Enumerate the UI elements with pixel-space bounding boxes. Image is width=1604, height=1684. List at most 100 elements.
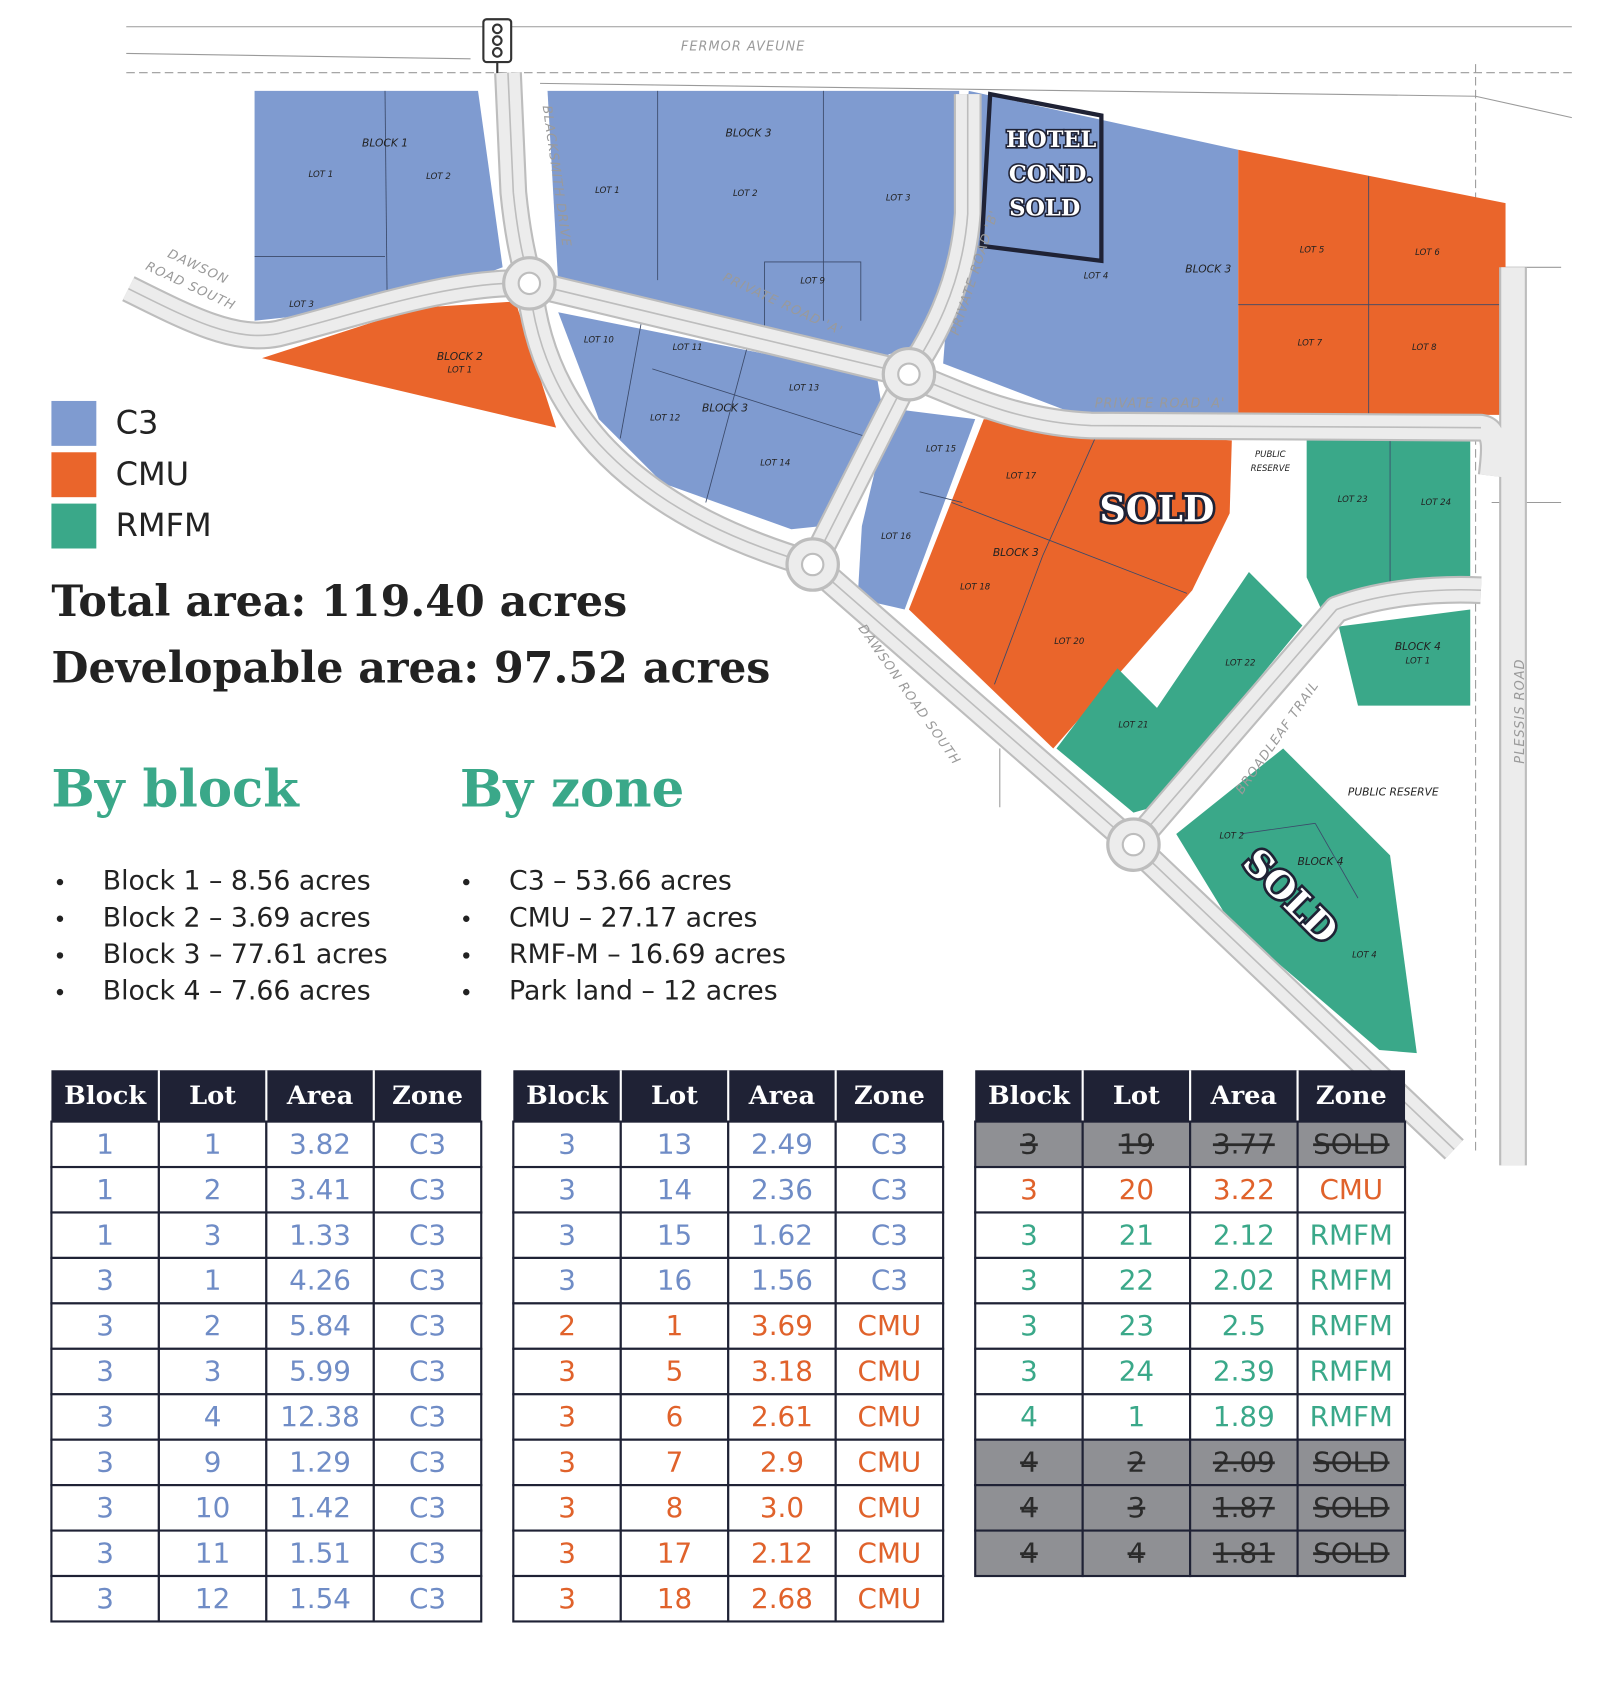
table-cell-text: 13 bbox=[657, 1127, 692, 1160]
block-2 bbox=[262, 301, 557, 428]
table-cell-text: 15 bbox=[657, 1218, 692, 1251]
table-cell-text: 3 bbox=[96, 1264, 114, 1297]
table-cell-text: 4 bbox=[1128, 1536, 1146, 1569]
table-cell-text: C3 bbox=[871, 1173, 908, 1206]
table-cell-text: C3 bbox=[409, 1173, 446, 1206]
table-cell bbox=[1296, 1393, 1407, 1441]
lot-label: LOT 12 bbox=[650, 414, 680, 424]
table-cell-text: 4 bbox=[1020, 1491, 1038, 1524]
table-cell bbox=[727, 1256, 837, 1305]
list-item: Park land – 12 acres bbox=[509, 976, 778, 1007]
table-cell-text: CMU bbox=[858, 1536, 922, 1569]
table-cell bbox=[974, 1256, 1084, 1305]
table-cell bbox=[372, 1347, 483, 1396]
table-cell-text: C3 bbox=[409, 1536, 446, 1569]
bullet bbox=[56, 952, 64, 959]
table-cell-text: 3 bbox=[204, 1355, 222, 1388]
legend-label: CMU bbox=[116, 455, 190, 493]
table-cell-text: C3 bbox=[409, 1491, 446, 1524]
table-cell bbox=[157, 1529, 268, 1578]
table-cell bbox=[619, 1211, 730, 1259]
block-label: BLOCK 2 bbox=[437, 350, 483, 363]
table-cell-text: 3 bbox=[96, 1355, 114, 1388]
table-cell-text: C3 bbox=[409, 1355, 446, 1388]
table-cell bbox=[1296, 1484, 1407, 1532]
table-cell-text: 3 bbox=[1020, 1264, 1038, 1297]
block-4-sold-lots bbox=[1176, 748, 1417, 1054]
table-cell-text: 21 bbox=[1119, 1218, 1154, 1251]
lot-label: LOT 1 bbox=[595, 186, 620, 196]
table-cell-text: 16 bbox=[657, 1264, 692, 1297]
lot-label: LOT 4 bbox=[1352, 950, 1377, 960]
table-cell-text: 2.49 bbox=[751, 1127, 813, 1160]
table-cell bbox=[1189, 1165, 1299, 1214]
list-item: Block 3 – 77.61 acres bbox=[103, 939, 388, 970]
table-cell-text: CMU bbox=[858, 1400, 922, 1433]
table-cell-text: C3 bbox=[871, 1218, 908, 1251]
road-label: FERMOR AVEUNE bbox=[681, 40, 806, 55]
table-cell-text: 2 bbox=[204, 1309, 222, 1342]
table-cell-text: 4.26 bbox=[289, 1264, 351, 1297]
lot-label: LOT 2 bbox=[1220, 832, 1245, 842]
table-cell-text: 3 bbox=[96, 1491, 114, 1524]
lot-lines bbox=[254, 90, 1506, 899]
table-cell bbox=[727, 1347, 837, 1396]
table-cell-text: 3 bbox=[96, 1536, 114, 1569]
block-label: BLOCK 3 bbox=[726, 127, 772, 140]
table-cell-text: 5.99 bbox=[289, 1355, 351, 1388]
table-cell-text: 6 bbox=[666, 1400, 684, 1433]
table-cell-text: 1 bbox=[96, 1127, 114, 1160]
table-cell bbox=[1189, 1529, 1299, 1578]
table-cell bbox=[974, 1302, 1084, 1350]
table-cell bbox=[974, 1165, 1084, 1214]
table-header-cell: Block bbox=[526, 1081, 609, 1111]
table-cell bbox=[1189, 1484, 1299, 1532]
table-cell bbox=[512, 1302, 622, 1350]
table-cell-text: C3 bbox=[409, 1445, 446, 1478]
table-cell bbox=[265, 1574, 375, 1623]
site-map: FERMOR AVEUNE BLOCK 1 LOT 1 LOT 2 LOT 3 … bbox=[122, 18, 1572, 1166]
table-cell bbox=[512, 1165, 622, 1214]
block-4-lot-1 bbox=[1338, 609, 1471, 706]
table-cell bbox=[619, 1574, 730, 1623]
table-cell-text: 3 bbox=[558, 1355, 576, 1388]
legend-swatch bbox=[51, 452, 97, 498]
lot-label: LOT 3 bbox=[289, 300, 314, 310]
table-header-cell: Block bbox=[988, 1081, 1071, 1111]
legend-label: C3 bbox=[116, 403, 159, 441]
table-cell bbox=[834, 1393, 945, 1441]
table-cell-text: 3 bbox=[558, 1582, 576, 1615]
table-cell bbox=[512, 1347, 622, 1396]
block-label: BLOCK 4 bbox=[1298, 855, 1344, 868]
block-3-middle bbox=[558, 312, 884, 530]
table-cell bbox=[1081, 1484, 1192, 1532]
table-cell-text: 3.41 bbox=[289, 1173, 351, 1206]
table-header-cell: Zone bbox=[854, 1081, 925, 1111]
lot-label: LOT 10 bbox=[584, 336, 615, 346]
table-cell bbox=[619, 1529, 730, 1578]
lot-label: LOT 18 bbox=[960, 582, 991, 592]
table-cell-text: SOLD bbox=[1313, 1127, 1389, 1160]
table-cell bbox=[157, 1438, 268, 1487]
table-cell-text: 3 bbox=[96, 1309, 114, 1342]
table-cell bbox=[619, 1302, 730, 1350]
table-cell-text: 2.61 bbox=[751, 1400, 813, 1433]
table-cell-text: 2.68 bbox=[751, 1582, 813, 1615]
table-cell-text: 4 bbox=[204, 1400, 222, 1433]
table-cell-text: 3 bbox=[96, 1582, 114, 1615]
table-cell-text: 2.9 bbox=[760, 1445, 804, 1478]
table-cell bbox=[1189, 1393, 1299, 1441]
table-cell-text: C3 bbox=[871, 1127, 908, 1160]
lot-label: LOT 2 bbox=[426, 172, 451, 182]
table-cell bbox=[727, 1574, 837, 1623]
table-cell-text: 3 bbox=[558, 1173, 576, 1206]
table-cell bbox=[157, 1302, 268, 1350]
list-item: CMU – 27.17 acres bbox=[509, 902, 757, 933]
table-cell-text: C3 bbox=[409, 1218, 446, 1251]
block-label: BLOCK 3 bbox=[1185, 262, 1231, 275]
table-cell-text: 9 bbox=[204, 1445, 222, 1478]
map-labels: FERMOR AVEUNE BLOCK 1 LOT 1 LOT 2 LOT 3 … bbox=[143, 40, 1528, 961]
table-cell bbox=[372, 1574, 483, 1623]
block-label: BLOCK 4 bbox=[1395, 640, 1441, 653]
